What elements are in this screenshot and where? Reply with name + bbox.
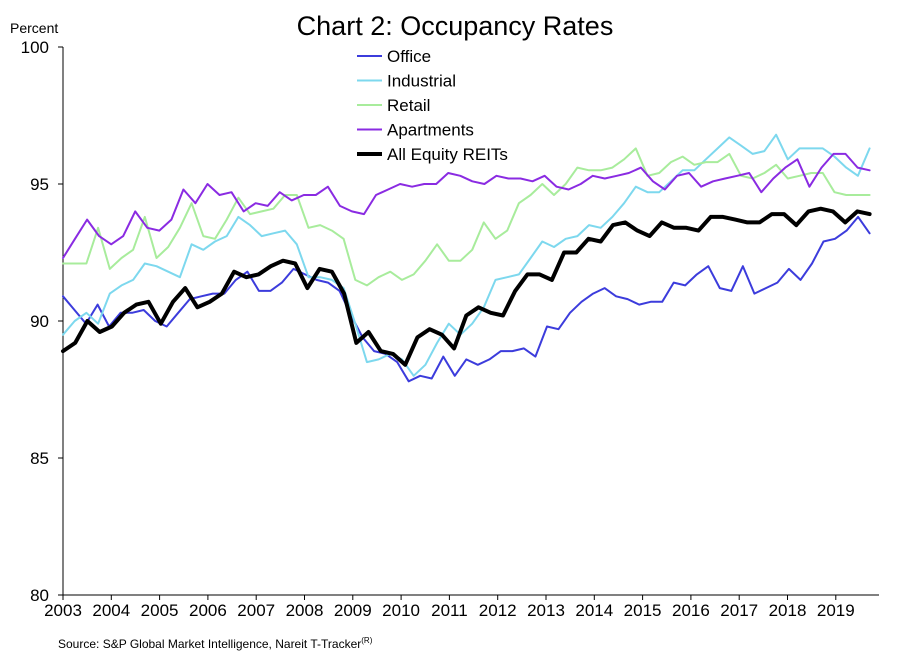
x-tick-label: 2013 xyxy=(527,601,565,620)
series-lines xyxy=(61,133,872,383)
x-tick-label: 2015 xyxy=(624,601,662,620)
x-ticks: 2003 2004 2005 2006 2007 2008 2009 2010 2011 2012… xyxy=(44,595,855,620)
series-line-retail xyxy=(62,147,871,287)
legend-label-industrial: Industrial xyxy=(387,72,456,91)
x-tick-label: 2011 xyxy=(431,601,468,620)
x-tick-label: 2017 xyxy=(720,601,758,620)
chart-title: Chart 2: Occupancy Rates xyxy=(297,11,614,41)
x-tick-label: 2014 xyxy=(575,601,613,620)
y-tick-label: 100 xyxy=(21,38,49,57)
legend-label-apartments: Apartments xyxy=(387,121,474,140)
source-note: Source: S&P Global Market Intelligence, … xyxy=(58,636,373,651)
y-tick-label: 85 xyxy=(30,449,49,468)
y-tick-label: 80 xyxy=(30,586,49,605)
x-tick-label: 2006 xyxy=(189,601,227,620)
x-tick-label: 2005 xyxy=(141,601,179,620)
legend-label-office: Office xyxy=(387,47,431,66)
legend: Office Industrial Retail Apartments All Equi… xyxy=(357,47,508,164)
y-ticks: 80 85 90 95 100 xyxy=(21,38,63,605)
legend-label-all-equity-reits: All Equity REITs xyxy=(387,145,508,164)
y-tick-label: 95 xyxy=(30,175,49,194)
x-tick-label: 2004 xyxy=(92,601,130,620)
x-tick-label: 2010 xyxy=(382,601,420,620)
x-tick-label: 2007 xyxy=(237,601,275,620)
source-superscript: (R) xyxy=(361,636,372,645)
x-tick-label: 2018 xyxy=(769,601,807,620)
y-tick-label: 90 xyxy=(30,312,49,331)
x-tick-label: 2019 xyxy=(817,601,855,620)
series-line-industrial xyxy=(62,133,871,377)
x-tick-label: 2009 xyxy=(334,601,372,620)
source-text: Source: S&P Global Market Intelligence, … xyxy=(58,637,361,651)
legend-label-retail: Retail xyxy=(387,96,430,115)
series-line-office xyxy=(62,215,871,383)
x-tick-label: 2003 xyxy=(44,601,82,620)
y-axis-label: Percent xyxy=(10,20,58,36)
series-line-apartments xyxy=(62,152,871,259)
x-tick-label: 2008 xyxy=(286,601,324,620)
x-tick-label: 2016 xyxy=(672,601,710,620)
series-line-all-equity-reits xyxy=(61,206,872,367)
x-tick-label: 2012 xyxy=(479,601,517,620)
